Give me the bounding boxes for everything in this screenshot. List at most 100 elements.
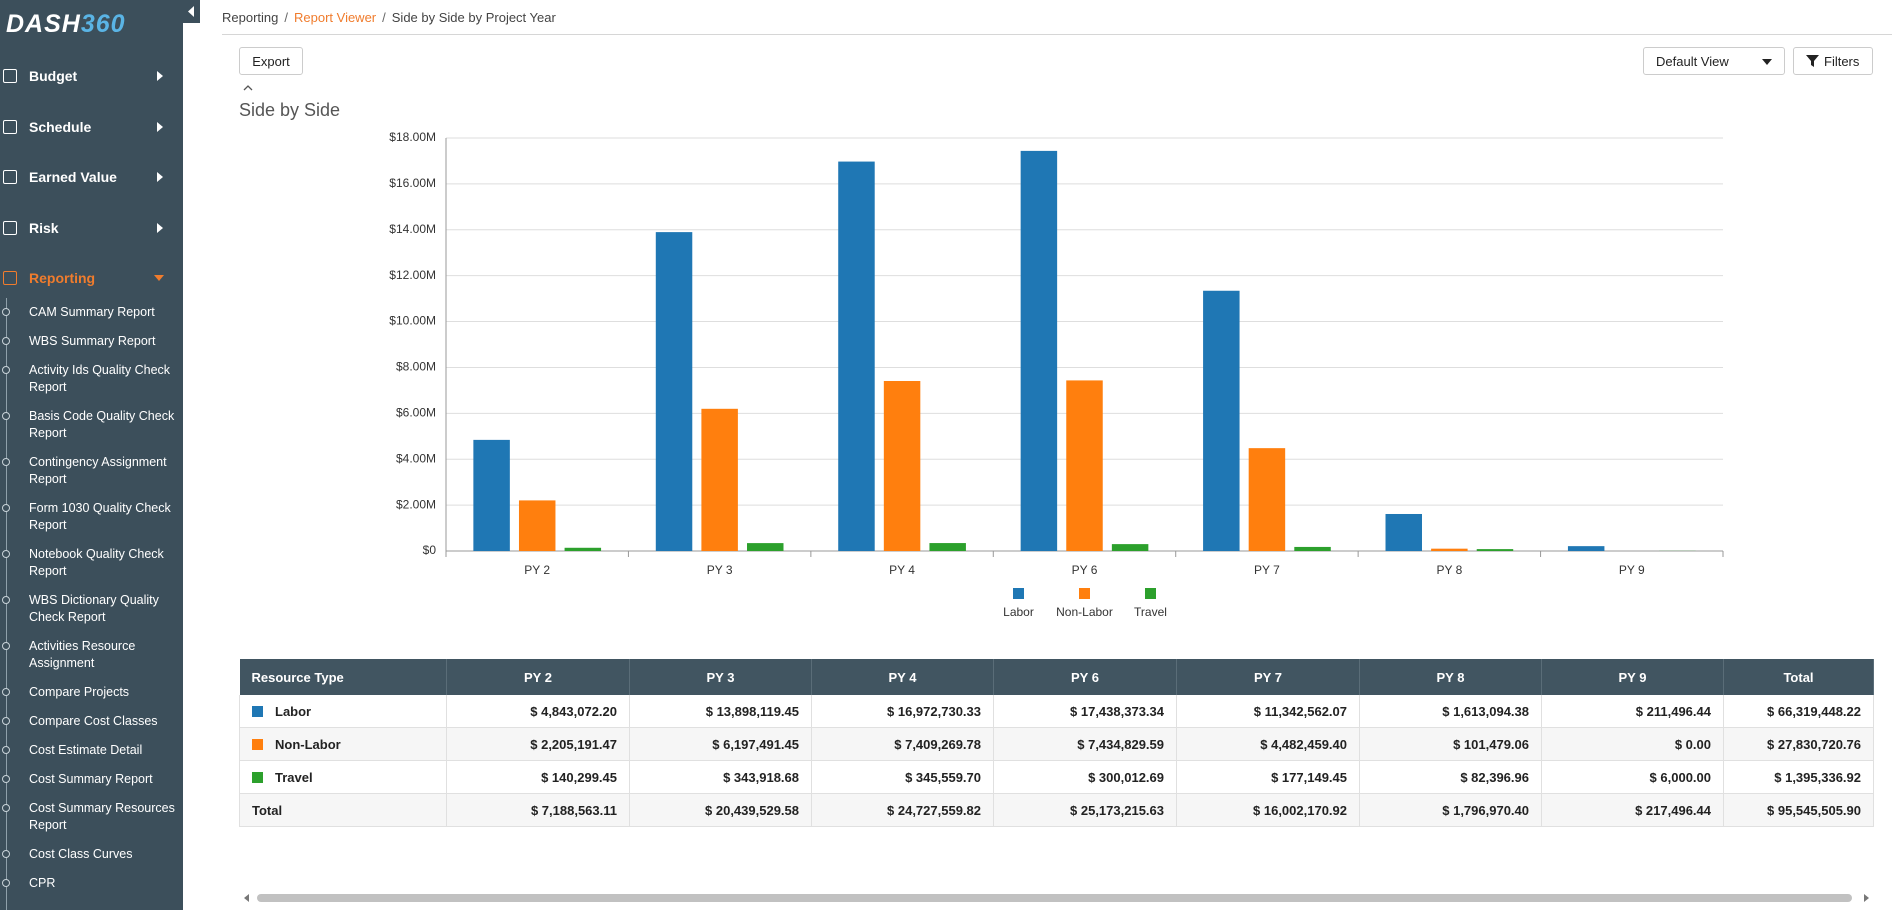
table-cell: $ 17,438,373.34 xyxy=(993,695,1177,728)
submenu-link[interactable]: Contingency Assignment Report xyxy=(0,448,179,494)
submenu-link[interactable]: Form 1030 Quality Check Report xyxy=(0,494,179,540)
filters-button[interactable]: Filters xyxy=(1793,47,1873,75)
table-cell: $ 2,205,191.47 xyxy=(446,727,630,761)
menu-arrow xyxy=(154,275,164,281)
table-cell: Labor xyxy=(239,695,447,728)
table-cell: $ 300,012.69 xyxy=(993,760,1177,794)
cell-text: Non-Labor xyxy=(275,736,341,752)
x-tick-label: PY 6 xyxy=(1072,563,1098,577)
scroll-arrows xyxy=(244,894,1869,902)
table-cell: $ 11,342,562.07 xyxy=(1176,695,1360,728)
submenu-link[interactable]: CAM Summary Report xyxy=(0,298,179,327)
x-tick-label: PY 7 xyxy=(1254,563,1280,577)
column-header: PY 9 xyxy=(1541,659,1724,695)
cell-text: $ 2,205,191.47 xyxy=(530,736,617,752)
dropdown-label: Default View xyxy=(1656,53,1729,69)
legend-swatch xyxy=(252,771,263,783)
menu-icon xyxy=(3,170,17,184)
breadcrumb-current: Side by Side by Project Year xyxy=(391,10,556,25)
x-tick-label: PY 2 xyxy=(524,563,550,577)
table-cell: $ 6,197,491.45 xyxy=(629,727,812,761)
bar xyxy=(564,547,602,551)
legend-swatch xyxy=(1079,588,1090,599)
table-cell: $ 1,395,336.92 xyxy=(1723,760,1874,794)
legend-label: Labor xyxy=(1003,605,1034,619)
submenu-link[interactable]: Compare Projects xyxy=(0,678,179,707)
cell-text: $ 16,972,730.33 xyxy=(887,703,981,719)
menu-item[interactable]: Earned Value xyxy=(0,152,183,202)
bar xyxy=(1294,546,1331,551)
menu-item[interactable]: Schedule xyxy=(0,102,183,152)
y-tick-label: $18.00M xyxy=(389,130,436,144)
logo[interactable]: DASH360 xyxy=(6,10,126,39)
view-dropdown[interactable]: Default View xyxy=(1643,47,1785,75)
x-tick-label: PY 8 xyxy=(1436,563,1462,577)
submenu-link[interactable]: Cost Summary Report xyxy=(0,765,179,794)
export-button[interactable]: Export xyxy=(239,47,303,75)
submenu-link[interactable]: Basis Code Quality Check Report xyxy=(0,402,179,448)
menu-arrow xyxy=(157,172,163,182)
submenu-link[interactable]: Cost Class Curves xyxy=(0,840,179,869)
x-tick-label: PY 3 xyxy=(707,563,733,577)
column-header: PY 8 xyxy=(1359,659,1542,695)
table-row: Labor $ 4,843,072.20 $ 13,898,119.45 $ 16,9… xyxy=(239,695,1874,728)
menu-icon xyxy=(3,120,17,134)
table-cell: $ 345,559.70 xyxy=(811,760,994,794)
menu-item[interactable]: Budget xyxy=(0,51,183,101)
scroll-right[interactable] xyxy=(1864,894,1869,902)
cell-text: $ 300,012.69 xyxy=(1088,769,1164,785)
collapse-toggle[interactable] xyxy=(183,0,200,23)
breadcrumb-link[interactable]: Report Viewer xyxy=(294,10,377,25)
data-table: Resource Type PY 2 PY 3 PY 4 PY 6 PY 7 PY 8 PY … xyxy=(239,659,1874,827)
table-row: Travel $ 140,299.45 $ 343,918.68 $ 345,559.… xyxy=(239,760,1874,794)
y-tick-label: $4.00M xyxy=(396,451,436,465)
y-tick-label: $16.00M xyxy=(389,176,436,190)
breadcrumb: Reporting / Report Viewer / Side by Side by … xyxy=(222,10,556,25)
scrollbar[interactable] xyxy=(257,894,1852,902)
bar xyxy=(701,408,738,551)
submenu-link[interactable]: Compare Cost Classes xyxy=(0,707,179,736)
menu-item[interactable]: Risk xyxy=(0,203,183,253)
table-cell: $ 16,972,730.33 xyxy=(811,695,994,728)
table-cell: $ 4,843,072.20 xyxy=(446,695,630,728)
table-cell: Travel xyxy=(239,760,447,794)
table-cell: $ 4,482,459.40 xyxy=(1176,727,1360,761)
submenu-link[interactable]: WBS Summary Report xyxy=(0,327,179,356)
menu-item[interactable]: Reporting xyxy=(0,253,183,303)
cell-text: $ 20,439,529.58 xyxy=(705,802,799,818)
table-cell: $ 16,002,170.92 xyxy=(1176,793,1360,827)
collapse-caret[interactable] xyxy=(243,85,253,91)
menu-icon xyxy=(3,221,17,235)
cell-text: $ 13,898,119.45 xyxy=(705,703,799,719)
scroll-left[interactable] xyxy=(244,894,249,902)
table-row: Total $ 7,188,563.11 $ 20,439,529.58 $ 24,7… xyxy=(239,793,1874,827)
submenu-link[interactable]: Notebook Quality Check Report xyxy=(0,540,179,586)
logo-text: 360 xyxy=(80,10,126,38)
submenu-link[interactable]: Cost Summary Resources Report xyxy=(0,794,179,840)
submenu-link[interactable]: Activity Ids Quality Check Report xyxy=(0,356,179,402)
submenu-link[interactable]: CPR xyxy=(0,869,179,898)
table-cell: $ 66,319,448.22 xyxy=(1723,695,1874,728)
submenu-link[interactable]: Cost Estimate Detail xyxy=(0,736,179,765)
table-row: Non-Labor $ 2,205,191.47 $ 6,197,491.45 $ 7… xyxy=(239,727,1874,761)
submenu-link[interactable]: Activities Resource Assignment xyxy=(0,632,179,678)
table-cell: $ 27,830,720.76 xyxy=(1723,727,1874,761)
sidebar: DASH360 CAM Summary Report WBS Summary Re… xyxy=(0,0,183,910)
table-cell: $ 25,173,215.63 xyxy=(993,793,1177,827)
menu-arrow xyxy=(157,223,163,233)
filter-icon xyxy=(1806,55,1819,67)
legend-swatch xyxy=(1013,588,1024,599)
menu-label: Earned Value xyxy=(29,169,117,185)
submenu-link[interactable]: WBS Dictionary Quality Check Report xyxy=(0,586,179,632)
breadcrumb-link[interactable]: Reporting xyxy=(222,10,279,25)
cell-text: $ 7,188,563.11 xyxy=(530,802,617,818)
menu-icon xyxy=(3,271,17,285)
cell-text: $ 6,000.00 xyxy=(1649,769,1711,785)
legend-label: Travel xyxy=(1134,605,1167,619)
column-header: PY 3 xyxy=(629,659,812,695)
legend-swatch xyxy=(252,705,263,717)
cell-text: $ 140,299.45 xyxy=(541,769,617,785)
table-cell: $ 1,613,094.38 xyxy=(1359,695,1542,728)
table-cell: $ 1,796,970.40 xyxy=(1359,793,1542,827)
table-cell: $ 343,918.68 xyxy=(629,760,812,794)
